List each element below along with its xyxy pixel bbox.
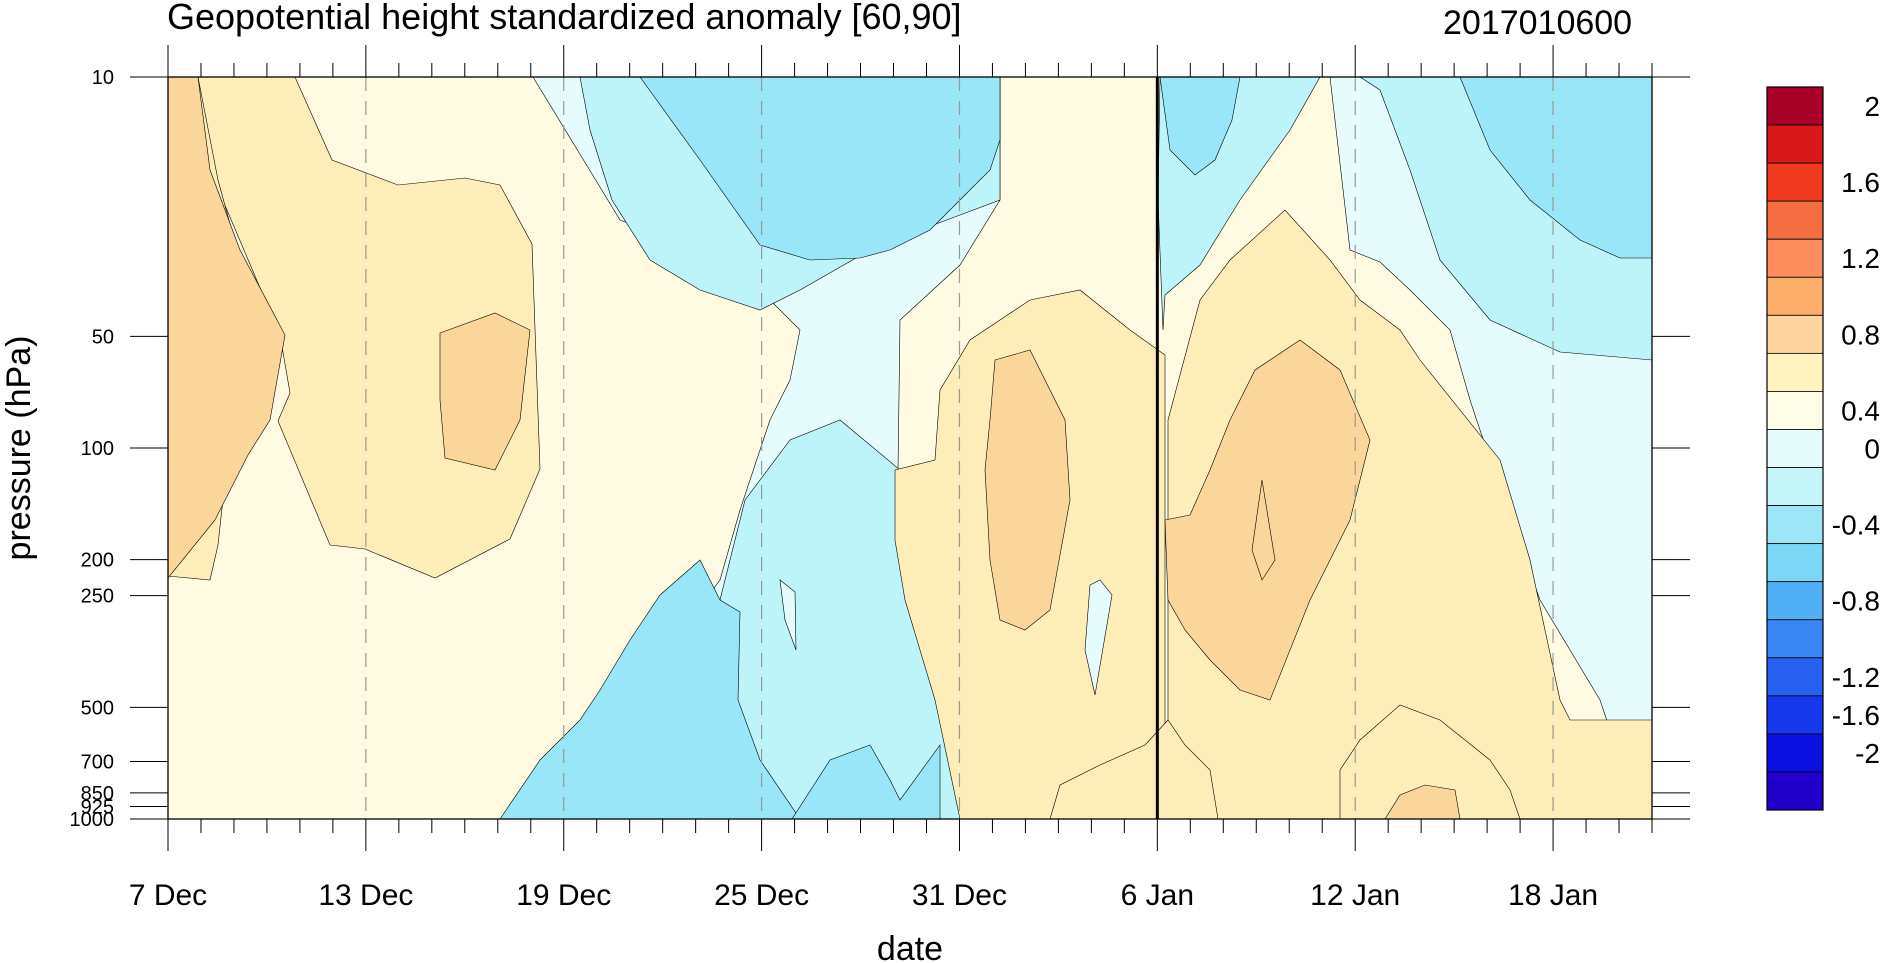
colorbar-segment: [1766, 352, 1824, 392]
colorbar-segment: [1766, 467, 1824, 506]
y-tick-label: 700: [81, 752, 114, 774]
x-tick-label: 18 Jan: [1508, 879, 1598, 912]
colorbar-segment: [1766, 695, 1824, 735]
y-tick-label: 100: [81, 438, 114, 460]
y-tick-label: 10: [92, 67, 114, 89]
contour-region-warm-light: [1049, 719, 1219, 819]
colorbar-label: 1.2: [1841, 243, 1880, 274]
colorbar-segment: [1766, 200, 1824, 240]
timestamp-label: 2017010600: [1443, 4, 1633, 42]
colorbar-segment: [1766, 86, 1824, 126]
y-tick-label: 500: [81, 697, 114, 719]
colorbar-segment: [1766, 162, 1824, 202]
colorbar-label: 0: [1864, 434, 1880, 465]
colorbar-segment: [1766, 314, 1824, 354]
contour-region-cool-mid: [791, 744, 941, 819]
contour-region-warm-mid: [439, 312, 531, 471]
chart-title: Geopotential height standardized anomaly…: [167, 0, 962, 37]
y-tick-label: 200: [81, 550, 114, 572]
colorbar-label: -0.4: [1832, 510, 1880, 541]
colorbar-segment: [1766, 276, 1824, 316]
x-tick-label: 31 Dec: [912, 879, 1007, 912]
y-tick-label: 1000: [70, 809, 115, 831]
colorbar-segment: [1766, 619, 1824, 659]
colorbar-label: -1.2: [1832, 662, 1880, 693]
y-tick-label: 250: [81, 586, 114, 608]
x-tick-label: 19 Dec: [516, 879, 611, 912]
colorbar-label: 1.6: [1841, 167, 1880, 198]
colorbar-label: 2: [1864, 91, 1880, 122]
y-axis-label: pressure (hPa): [0, 336, 38, 561]
contour-region-warm-mid: [1251, 479, 1276, 581]
colorbar-segment: [1766, 505, 1824, 545]
colorbar-label: 0.4: [1841, 395, 1880, 426]
colorbar-label: -2: [1855, 738, 1880, 769]
contour-region-warm-mid: [1384, 784, 1461, 819]
colorbar-frame: [1766, 86, 1824, 811]
colorbar-segment: [1766, 771, 1824, 811]
colorbar-label: -0.8: [1832, 586, 1880, 617]
x-tick-label: 12 Jan: [1310, 879, 1400, 912]
contour-region-warm-mid: [984, 349, 1071, 631]
x-tick-label: 25 Dec: [714, 879, 809, 912]
y-tick-label: 850: [81, 783, 114, 805]
colorbar-segment: [1766, 581, 1824, 621]
contour-region-cool-faint: [779, 579, 797, 651]
colorbar-segment: [1766, 429, 1824, 468]
colorbar-segment: [1766, 733, 1824, 773]
x-axis-label: date: [877, 930, 943, 963]
x-tick-label: 7 Dec: [129, 879, 207, 912]
colorbar-segment: [1766, 543, 1824, 583]
colorbar-segment: [1766, 391, 1824, 430]
x-tick-label: 13 Dec: [318, 879, 413, 912]
contour-region-cool-faint: [1084, 579, 1113, 696]
colorbar-label: -1.6: [1832, 700, 1880, 731]
y-tick-label: 925: [81, 796, 114, 818]
colorbar-segment: [1766, 238, 1824, 278]
contour-region-warm-light: [1339, 704, 1521, 819]
x-tick-label: 6 Jan: [1121, 879, 1194, 912]
y-tick-label: 50: [92, 326, 114, 348]
colorbar-segment: [1766, 657, 1824, 697]
contour-region-cool-mid: [499, 559, 801, 819]
contour-region-warm-mid: [168, 77, 286, 579]
contour-region-cool-mid: [1159, 77, 1241, 176]
colorbar-label: 0.8: [1841, 319, 1880, 350]
contour-region-cool-mid: [1459, 77, 1652, 259]
colorbar-segment: [1766, 124, 1824, 164]
contour-region-cool-mid: [639, 77, 1001, 261]
